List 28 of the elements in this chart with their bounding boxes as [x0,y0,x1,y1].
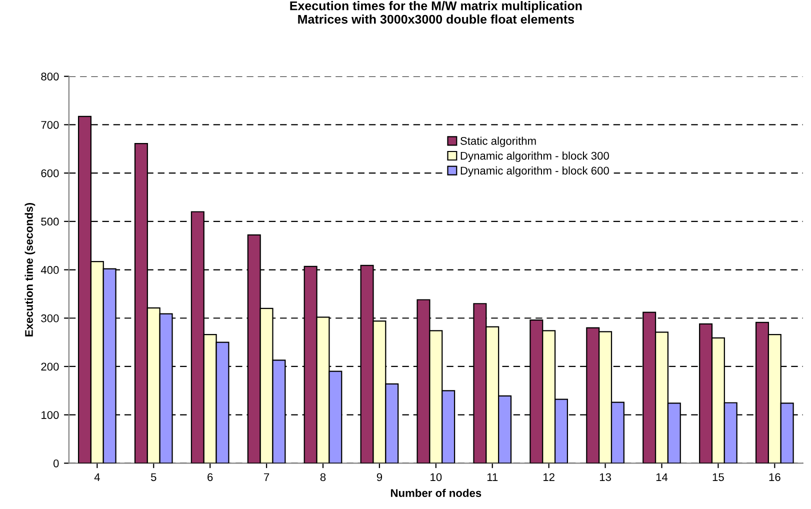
y-axis-title: Execution time (seconds) [24,203,36,336]
chart-title: Execution times for the M/W matrix multiplication Matrices with 3000x3000 double float elements [290,1,582,24]
y-tick-label: 200 [41,362,59,371]
y-tick-label: 800 [41,72,59,80]
x-tick-label: 16 [769,473,780,482]
y-tick-label: 600 [41,169,59,178]
y-tick-label: 100 [42,411,59,419]
x-tick-label: 11 [487,473,498,481]
x-tick-label: 5 [150,473,156,482]
legend-label: Static algorithm [460,136,536,148]
x-tick-label: 12 [543,473,554,481]
x-axis-title: Number of nodes [390,488,482,497]
y-tick-label: 0 [53,459,59,468]
x-tick-label: 13 [600,473,611,482]
legend-label: Dynamic algorithm - block 600 [460,166,609,177]
x-tick-label: 4 [94,473,100,481]
x-tick-label: 7 [264,473,270,481]
y-tick-label: 700 [41,120,59,129]
x-tick-label: 8 [320,473,326,482]
y-tick-label: 400 [40,266,59,274]
x-tick-label: 14 [656,473,668,481]
y-tick-label: 500 [41,218,59,226]
x-tick-label: 15 [712,473,724,482]
x-tick-label: 10 [430,473,442,482]
y-tick-label: 300 [41,314,59,322]
x-tick-label: 6 [208,473,213,482]
legend-label: Dynamic algorithm - block 300 [460,152,609,162]
x-tick-label: 9 [376,473,382,482]
